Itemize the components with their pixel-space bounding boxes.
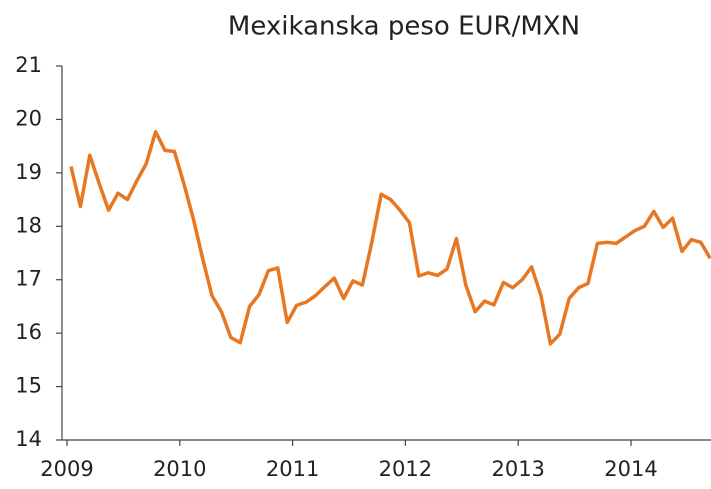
x-tick-label: 2013 — [491, 457, 544, 481]
y-tick-label: 18 — [15, 213, 42, 237]
x-tick-label: 2012 — [379, 457, 432, 481]
y-tick-label: 15 — [15, 374, 42, 398]
y-tick-label: 17 — [15, 267, 42, 291]
y-tick-label: 21 — [15, 53, 42, 77]
chart-title: Mexikanska peso EUR/MXN — [228, 12, 580, 42]
x-tick-label: 2010 — [153, 457, 206, 481]
x-tick-label: 2014 — [604, 457, 657, 481]
y-tick-label: 19 — [15, 160, 42, 184]
line-series — [69, 129, 711, 346]
x-tick-label: 2009 — [40, 457, 93, 481]
x-tick-label: 2011 — [266, 457, 319, 481]
y-tick-label: 20 — [15, 106, 42, 130]
y-tick-label: 16 — [15, 320, 42, 344]
y-tick-label: 14 — [15, 427, 42, 451]
